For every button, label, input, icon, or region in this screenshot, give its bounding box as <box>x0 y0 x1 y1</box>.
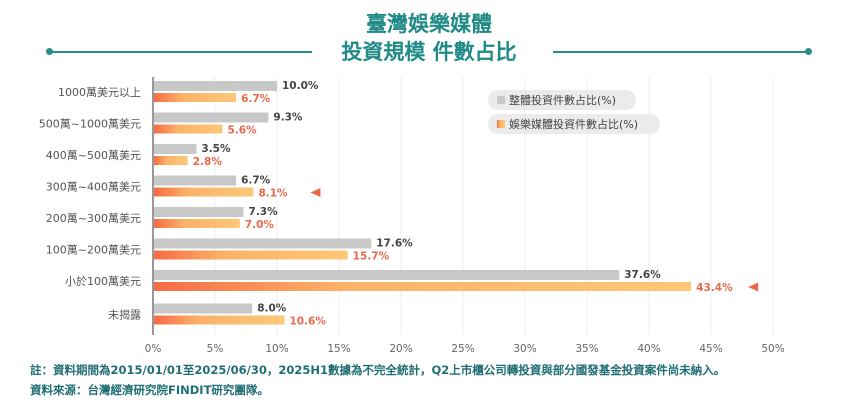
x-tick-label: 45% <box>699 343 722 355</box>
data-label-overall: 8.0% <box>257 303 287 315</box>
legend-item-bg <box>488 90 636 110</box>
category-label: 100萬~200萬美元 <box>46 244 141 257</box>
x-tick-label: 15% <box>327 343 350 355</box>
highlight-arrow-icon <box>748 282 759 292</box>
legend-label: 娛樂媒體投資件數占比(%) <box>509 117 638 131</box>
bar-entertainment <box>154 282 692 291</box>
bar-entertainment <box>154 187 254 197</box>
category-label: 未揭露 <box>108 308 141 322</box>
legend-swatch <box>497 96 505 104</box>
x-tick-label: 10% <box>265 343 288 355</box>
bar-overall <box>154 303 253 314</box>
bar-entertainment <box>154 156 188 165</box>
bar-overall <box>154 175 237 186</box>
data-label-entertainment: 10.6% <box>289 316 326 328</box>
x-tick-label: 35% <box>575 343 598 355</box>
legend-swatch <box>497 120 505 128</box>
category-label: 200萬~300萬美元 <box>46 212 141 225</box>
source-note: 資料來源：台灣經濟研究院FINDIT研究團隊。 <box>30 383 269 397</box>
category-label: 小於100萬美元 <box>65 274 141 288</box>
bar-overall <box>154 144 197 154</box>
data-label-entertainment: 15.7% <box>353 251 390 263</box>
x-tick-label: 50% <box>761 343 784 355</box>
chart-title-line1: 臺灣娛樂媒體 <box>366 12 492 36</box>
title-rule-right <box>553 51 809 53</box>
data-label-overall: 7.3% <box>249 206 279 218</box>
legend-label: 整體投資件數占比(%) <box>509 93 616 107</box>
x-tick-label: 40% <box>637 343 660 355</box>
bar-entertainment <box>154 219 240 228</box>
chart-title-line2: 投資規模 件數占比 <box>341 40 517 64</box>
bar-overall <box>154 270 620 280</box>
legend-item-bg <box>488 114 660 134</box>
bar-entertainment <box>154 250 348 260</box>
data-label-overall: 6.7% <box>241 175 271 187</box>
bar-entertainment <box>154 93 237 102</box>
data-label-overall: 3.5% <box>201 143 231 155</box>
data-label-entertainment: 8.1% <box>258 188 288 200</box>
x-tick-label: 5% <box>207 343 224 355</box>
x-tick-label: 25% <box>451 343 474 355</box>
category-label: 500萬~1000萬美元 <box>39 118 141 131</box>
highlight-arrow-icon <box>310 188 321 197</box>
x-tick-label: 30% <box>513 343 536 355</box>
x-tick-label: 20% <box>389 343 412 355</box>
data-label-entertainment: 43.4% <box>696 282 733 294</box>
data-label-entertainment: 2.8% <box>193 156 223 168</box>
category-label: 1000萬美元以上 <box>58 86 141 99</box>
data-label-overall: 17.6% <box>376 238 413 250</box>
bar-overall <box>154 238 372 249</box>
bar-overall <box>154 81 277 91</box>
bar-overall <box>154 112 269 123</box>
footnote: 註：資料期間為2015/01/01至2025/06/30，2025H1數據為不完… <box>30 363 726 377</box>
title-rule-dot-right <box>805 48 812 55</box>
title-rule-dot-left <box>46 48 53 55</box>
data-label-overall: 37.6% <box>624 269 661 281</box>
title-rule-left <box>50 51 312 53</box>
bar-entertainment <box>154 315 285 325</box>
data-label-entertainment: 7.0% <box>245 219 275 231</box>
data-label-overall: 10.0% <box>282 80 319 92</box>
category-label: 300萬~400萬美元 <box>46 181 141 194</box>
bar-entertainment <box>154 124 223 134</box>
x-tick-label: 0% <box>145 343 162 355</box>
data-label-entertainment: 6.7% <box>241 93 271 105</box>
bar-overall <box>154 207 244 217</box>
category-label: 400萬~500萬美元 <box>46 149 141 162</box>
data-label-entertainment: 5.6% <box>227 125 257 137</box>
data-label-overall: 9.3% <box>273 112 303 124</box>
